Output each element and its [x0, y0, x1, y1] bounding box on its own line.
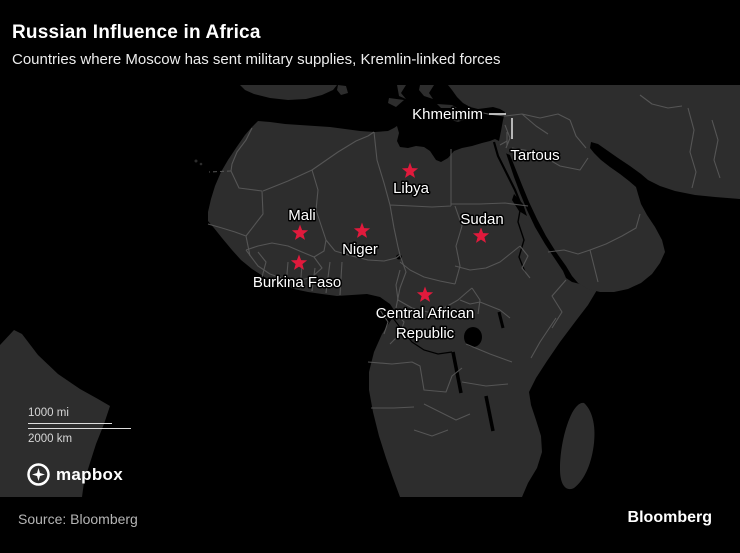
marker-label: Libya	[393, 180, 430, 197]
callout-label: Khmeimim	[412, 106, 483, 123]
marker-label: Republic	[396, 325, 455, 342]
map-callout-tartous: Tartous	[509, 118, 561, 166]
nile-river	[492, 141, 523, 206]
page-subtitle: Countries where Moscow has sent military…	[12, 51, 501, 68]
chart-header: Russian Influence in Africa Countries wh…	[12, 22, 501, 68]
borders-sahel	[245, 169, 407, 309]
map-marker-niger: Niger	[341, 222, 379, 260]
star-icon	[416, 286, 434, 302]
map-marker-libya: Libya	[392, 162, 431, 199]
map-callout-khmeimim: Khmeimim	[411, 105, 506, 125]
marker-layer: Libya Mali Niger Sudan Burkina Faso Central A…	[251, 105, 561, 344]
congo-river	[392, 317, 453, 355]
lake-victoria	[464, 327, 482, 347]
borders-middle-east	[469, 94, 721, 283]
scale-miles-rule	[28, 423, 112, 424]
marker-label: Mali	[288, 207, 316, 224]
borders-northwest-africa	[207, 127, 375, 257]
land-madagascar	[560, 402, 595, 490]
page-title: Russian Influence in Africa	[12, 22, 261, 43]
bloomberg-logo: Bloomberg	[627, 509, 712, 526]
mapbox-attribution[interactable]: mapbox	[26, 462, 123, 487]
star-icon	[401, 162, 419, 178]
land-africa	[208, 121, 603, 497]
scale-km-rule	[28, 428, 131, 429]
map-marker-mali: Mali	[287, 206, 317, 240]
land-south-america	[0, 330, 110, 497]
marker-label: Sudan	[460, 211, 503, 228]
island-dot	[199, 162, 203, 166]
map-marker-central-african-republic: Central African Republic	[374, 286, 476, 344]
lake-malawi	[484, 395, 495, 432]
land-sicily	[388, 98, 404, 107]
borders-southern-africa	[367, 361, 471, 437]
border-western-sahara	[208, 170, 232, 173]
map-marker-sudan: Sudan	[459, 210, 505, 243]
country-borders	[207, 94, 721, 437]
land-middle-east	[448, 85, 740, 292]
land-sardinia	[337, 85, 348, 95]
nile-river-south	[517, 204, 526, 273]
star-icon	[291, 224, 309, 240]
source-credit: Source: Bloomberg	[18, 511, 138, 527]
island-dot	[194, 159, 198, 163]
scale-miles-label: 1000 mi	[28, 407, 69, 419]
borders-horn-of-africa	[519, 245, 567, 359]
land-crete	[437, 104, 457, 108]
mapbox-wordmark[interactable]: mapbox	[56, 464, 123, 484]
borders-libya-chad-sudan	[373, 131, 529, 285]
land-spain	[240, 85, 337, 100]
marker-label: Burkina Faso	[253, 274, 341, 291]
borders-east-africa	[461, 343, 513, 387]
mapbox-logo-icon	[27, 463, 50, 486]
star-icon	[290, 254, 308, 270]
callout-label: Tartous	[510, 147, 559, 164]
borders-central-africa	[379, 269, 511, 345]
map-marker-burkina-faso: Burkina Faso	[251, 254, 343, 293]
lake-turkana	[497, 311, 505, 329]
star-icon	[353, 222, 371, 238]
marker-label: Niger	[342, 241, 378, 258]
map-scale-bar: 1000 mi 2000 km	[28, 407, 131, 445]
land-cyprus	[451, 116, 466, 122]
star-icon	[472, 227, 490, 243]
land-italy	[397, 85, 406, 99]
landmasses	[0, 85, 740, 497]
land-greece	[419, 85, 434, 99]
scale-km-label: 2000 km	[28, 433, 73, 445]
marker-label: Central African	[376, 305, 474, 322]
